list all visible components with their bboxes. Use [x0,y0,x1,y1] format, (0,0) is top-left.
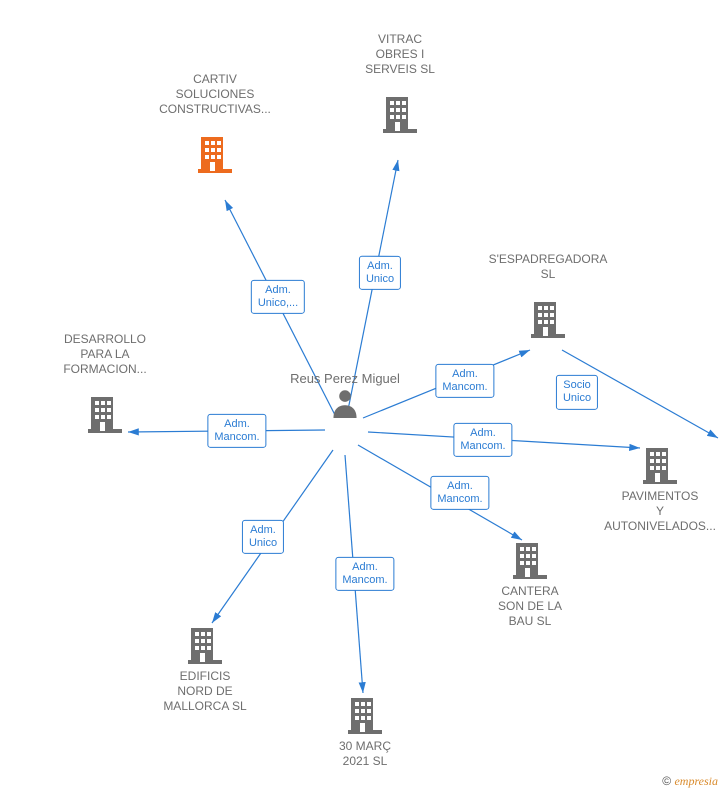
edge-label: Adm. Mancom. [207,414,266,448]
person-icon [331,388,359,423]
company-node-desarrollo[interactable]: DESARROLLO PARA LA FORMACION... [40,332,170,438]
company-label: CARTIV SOLUCIONES CONSTRUCTIVAS... [150,72,280,117]
company-label: CANTERA SON DE LA BAU SL [465,584,595,629]
edge-label: Socio Unico [556,375,598,409]
center-label: Reus Perez Miguel [290,371,400,386]
company-node-cantera[interactable]: CANTERA SON DE LA BAU SL [465,541,595,629]
company-node-pavim[interactable]: PAVIMENTOS Y AUTONIVELADOS... [595,446,725,534]
building-icon [513,541,547,584]
company-label: 30 MARÇ 2021 SL [300,739,430,769]
company-label: S'ESPADREGADORA SL [483,252,613,282]
copyright-symbol: © [662,774,671,788]
network-diagram: CARTIV SOLUCIONES CONSTRUCTIVAS... VITRAC… [0,0,728,795]
company-label: DESARROLLO PARA LA FORMACION... [40,332,170,377]
company-node-sespa[interactable]: S'ESPADREGADORA SL [483,252,613,343]
edge-label: Adm. Mancom. [335,557,394,591]
company-node-cartiv[interactable]: CARTIV SOLUCIONES CONSTRUCTIVAS... [150,72,280,178]
company-node-vitrac[interactable]: VITRAC OBRES I SERVEIS SL [335,32,465,138]
edge-label: Adm. Mancom. [453,422,512,456]
building-icon [348,696,382,739]
building-icon [188,626,222,669]
edge-label: Adm. Unico [242,519,284,553]
company-node-marc[interactable]: 30 MARÇ 2021 SL [300,696,430,769]
building-icon [198,135,232,178]
company-label: VITRAC OBRES I SERVEIS SL [335,32,465,77]
edge-label: Adm. Mancom. [430,475,489,509]
company-label: PAVIMENTOS Y AUTONIVELADOS... [595,489,725,534]
company-node-edificis[interactable]: EDIFICIS NORD DE MALLORCA SL [140,626,270,714]
building-icon [383,95,417,138]
center-person-node[interactable]: Reus Perez Miguel [285,370,405,423]
building-icon [643,446,677,489]
edge-label: Adm. Unico,... [251,280,305,314]
building-icon [531,300,565,343]
edge-label: Adm. Unico [359,255,401,289]
building-icon [88,395,122,438]
edge-label: Adm. Mancom. [435,363,494,397]
brand-name: empresia [674,774,718,788]
footer-branding: © empresia [662,774,718,789]
company-label: EDIFICIS NORD DE MALLORCA SL [140,669,270,714]
